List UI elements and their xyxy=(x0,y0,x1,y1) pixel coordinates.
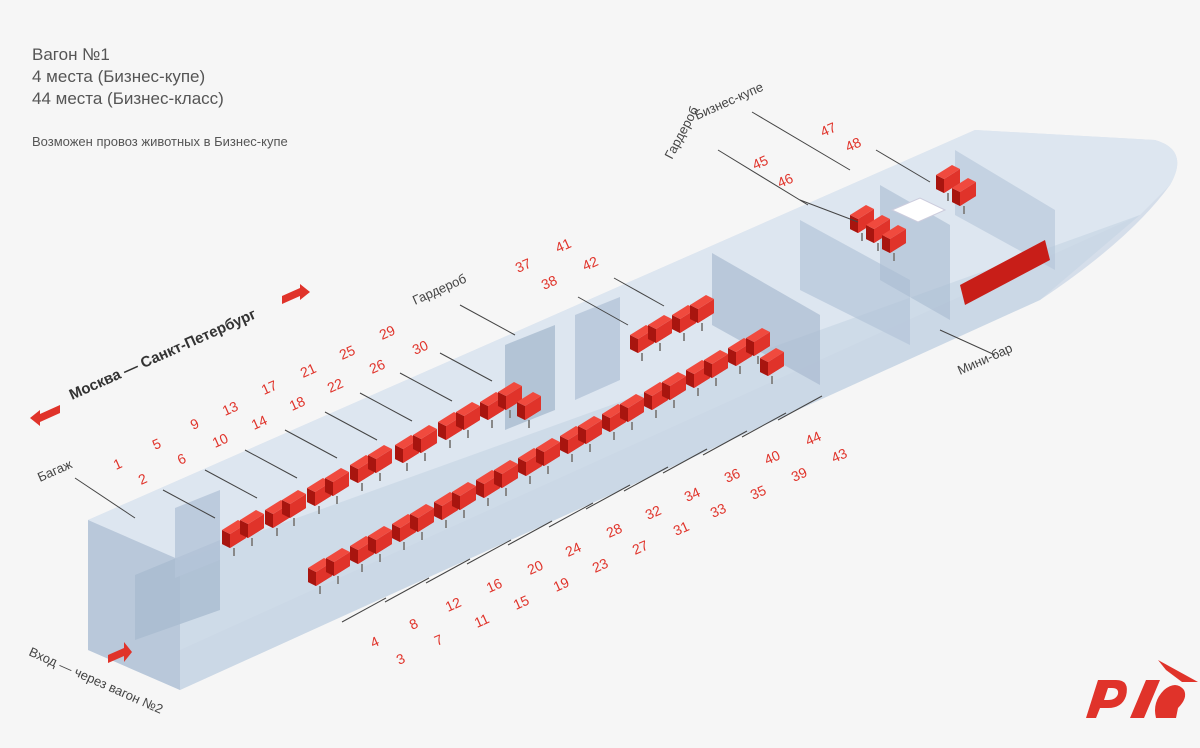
seat-number: 37 xyxy=(513,255,534,276)
seat-number: 48 xyxy=(843,134,864,155)
seat-number: 26 xyxy=(367,356,388,377)
wardrobe-label: Гардероб xyxy=(410,271,468,308)
seat-number: 29 xyxy=(377,322,398,343)
seat-numbers-lower-bottom: 3 7 11 15 19 23 27 31 33 35 39 43 xyxy=(394,445,850,668)
seat-number: 7 xyxy=(432,631,446,649)
seat-number: 19 xyxy=(551,574,572,595)
table xyxy=(890,197,947,223)
seat-numbers-compartment: 45 46 47 48 xyxy=(750,119,864,191)
seat-numbers-lower-top: 4 8 12 16 20 24 28 32 34 36 40 44 xyxy=(368,428,824,651)
business-compartment-label: Бизнес-купе xyxy=(692,79,765,123)
seat-number: 35 xyxy=(748,482,769,503)
seat-numbers-upper-bottom: 2 6 10 14 18 22 26 30 38 42 xyxy=(136,253,601,488)
compartment-seat-count: 4 места (Бизнес-купе) xyxy=(32,67,206,86)
seat-number: 20 xyxy=(525,557,546,578)
seat-number: 11 xyxy=(472,610,492,631)
car-title: Вагон №1 xyxy=(32,45,110,64)
seat-number: 1 xyxy=(111,455,125,473)
seat-number: 27 xyxy=(630,537,651,558)
route-label: Москва — Санкт-Петербург xyxy=(67,306,259,404)
seat-number: 31 xyxy=(671,518,692,539)
seat-number: 33 xyxy=(708,500,729,521)
seat-number: 2 xyxy=(136,470,150,488)
seat-number: 43 xyxy=(829,445,850,466)
seat-number: 10 xyxy=(210,430,231,451)
seat-numbers-upper-top: 1 5 9 13 17 21 25 29 37 41 xyxy=(111,235,574,473)
business-compartment xyxy=(849,164,1050,305)
seat-number: 5 xyxy=(150,435,164,453)
business-seat-count: 44 места (Бизнес-класс) xyxy=(32,89,224,108)
seat-number: 12 xyxy=(443,594,464,615)
pets-note: Возможен провоз животных в Бизнес-купе xyxy=(32,134,288,149)
seat-number: 38 xyxy=(539,272,560,293)
seat-number: 34 xyxy=(682,484,703,505)
car-info: Вагон №1 4 места (Бизнес-купе) 44 места … xyxy=(32,44,224,110)
seat-number: 40 xyxy=(762,447,783,468)
seat-number: 9 xyxy=(188,415,202,433)
seat-number: 23 xyxy=(590,555,611,576)
seat-number: 17 xyxy=(259,377,280,398)
seat-number: 8 xyxy=(407,615,421,633)
seat-number: 46 xyxy=(775,170,796,191)
sofa xyxy=(960,240,1050,305)
seat-number: 14 xyxy=(249,412,270,433)
seat-number: 16 xyxy=(484,575,505,596)
seat-number: 41 xyxy=(553,235,574,256)
seat-number: 24 xyxy=(563,539,584,560)
seat-number: 6 xyxy=(175,450,189,468)
rzd-logo xyxy=(1086,660,1198,718)
seat-number: 22 xyxy=(325,375,346,396)
leader-lines xyxy=(74,111,996,623)
seat-number: 13 xyxy=(220,398,241,419)
seat-number: 28 xyxy=(604,520,625,541)
seat-number: 44 xyxy=(803,428,824,449)
seat-number: 25 xyxy=(337,342,358,363)
arrow-left-icon xyxy=(30,405,60,426)
seat-number: 36 xyxy=(722,465,743,486)
baggage-label: Багаж xyxy=(35,456,74,485)
seat-number: 21 xyxy=(298,360,319,381)
seat-number: 18 xyxy=(287,393,308,414)
seat-number: 3 xyxy=(394,650,408,668)
seat-number: 32 xyxy=(643,502,664,523)
seat-number: 39 xyxy=(789,464,810,485)
arrow-right-icon xyxy=(108,642,132,663)
route: Москва — Санкт-Петербург xyxy=(30,284,310,426)
minibar-label: Мини-бар xyxy=(955,340,1015,377)
seat-number: 15 xyxy=(511,592,532,613)
seat-number: 30 xyxy=(410,337,431,358)
arrow-right-icon xyxy=(282,284,310,304)
seat-number: 4 xyxy=(368,633,382,651)
seat-number: 45 xyxy=(750,152,771,173)
seat-number: 42 xyxy=(580,253,601,274)
seat-number: 47 xyxy=(818,119,839,140)
